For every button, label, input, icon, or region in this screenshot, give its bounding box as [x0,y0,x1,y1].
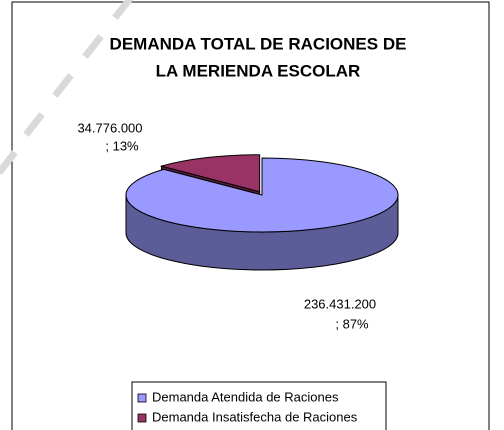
data-label: 34.776.000 [77,120,142,135]
pie-slice [125,157,399,233]
pie-slice [159,154,261,193]
chart-title: DEMANDA TOTAL DE RACIONES DE [110,34,407,53]
legend-swatch [137,393,147,403]
chart-title: LA MERIENDA ESCOLAR [156,61,361,80]
legend-label: Demanda Insatisfecha de Raciones [152,409,358,424]
legend-swatch [137,413,147,423]
legend-box [131,381,387,430]
data-label: 236.431.200 [304,296,376,311]
data-label: ; 13% [105,138,139,153]
watermark [0,0,134,175]
data-label: ; 87% [335,316,369,331]
legend-label: Demanda Atendida de Raciones [152,389,339,404]
